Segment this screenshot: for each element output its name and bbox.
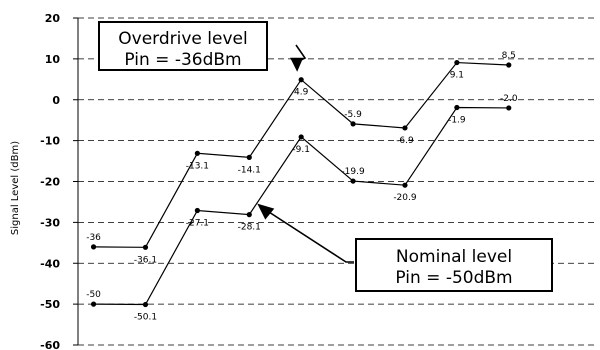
nominal-arrow-head	[257, 203, 275, 220]
y-tick-label: 20	[45, 12, 61, 25]
data-label: 4.9	[294, 88, 309, 98]
data-point	[194, 207, 200, 214]
data-point	[298, 134, 304, 140]
data-label: -2.0	[500, 94, 518, 104]
overdrive-callout: Overdrive level Pin = -36dBm	[98, 21, 268, 71]
data-label: -6.9	[396, 136, 414, 146]
y-axis: 20 10 0 -10 -20 -30 -40 -50 -60	[40, 12, 79, 350]
callout-arrows	[257, 44, 354, 263]
data-point	[350, 178, 356, 184]
series-lines	[90, 59, 512, 308]
data-point	[90, 244, 97, 250]
data-labels: -36 -36.1 -13.1 -14.1 4.9 -5.9 -6.9 9.1 8.5 -50 -5…	[86, 51, 518, 323]
y-tick-label: -20	[40, 176, 60, 189]
data-point	[506, 105, 512, 111]
data-label: -1.9	[448, 116, 466, 126]
data-label: -36.1	[134, 255, 157, 265]
data-point	[402, 182, 408, 188]
y-tick-label: -40	[40, 257, 60, 270]
y-tick-label: -30	[40, 216, 60, 229]
data-label: -50.1	[134, 313, 157, 323]
nominal-arrow-line	[264, 208, 354, 263]
data-label: -9.1	[292, 145, 310, 155]
data-point	[142, 301, 149, 308]
data-label: -13.1	[186, 161, 209, 171]
y-tick-label: 10	[45, 53, 61, 66]
data-point	[506, 62, 512, 68]
data-label: -28.1	[238, 223, 261, 233]
data-label: -5.9	[344, 110, 362, 120]
data-point	[454, 104, 460, 111]
data-label: -50	[86, 290, 101, 300]
data-point	[194, 150, 200, 156]
y-axis-title: Signal Level (dBm)	[10, 141, 21, 235]
nominal-callout-line2: Pin = -50dBm	[395, 268, 513, 288]
data-point	[402, 125, 408, 131]
y-tick-label: 0	[52, 94, 60, 107]
overdrive-callout-line2: Pin = -36dBm	[124, 50, 242, 70]
nominal-callout-line1: Nominal level	[395, 247, 513, 267]
data-point	[454, 59, 460, 66]
data-label: 9.1	[450, 71, 464, 81]
data-label: -27.1	[186, 219, 209, 229]
data-point	[142, 244, 149, 250]
overdrive-arrow-head	[290, 57, 304, 72]
data-label: -14.1	[238, 165, 261, 175]
nominal-callout: Nominal level Pin = -50dBm	[355, 238, 553, 292]
data-point	[246, 154, 252, 160]
overdrive-callout-line1: Overdrive level	[118, 29, 248, 49]
data-point	[350, 121, 356, 127]
data-label: -20.9	[393, 193, 417, 203]
y-tick-label: -50	[40, 298, 60, 311]
y-tick-label: -60	[40, 339, 60, 350]
y-tick-label: -10	[40, 135, 60, 148]
data-label: -36	[86, 233, 101, 243]
data-point	[90, 301, 97, 307]
data-point	[298, 77, 304, 83]
data-label: -19.9	[341, 167, 365, 177]
data-label: 8.5	[502, 51, 516, 61]
data-point	[246, 212, 252, 218]
